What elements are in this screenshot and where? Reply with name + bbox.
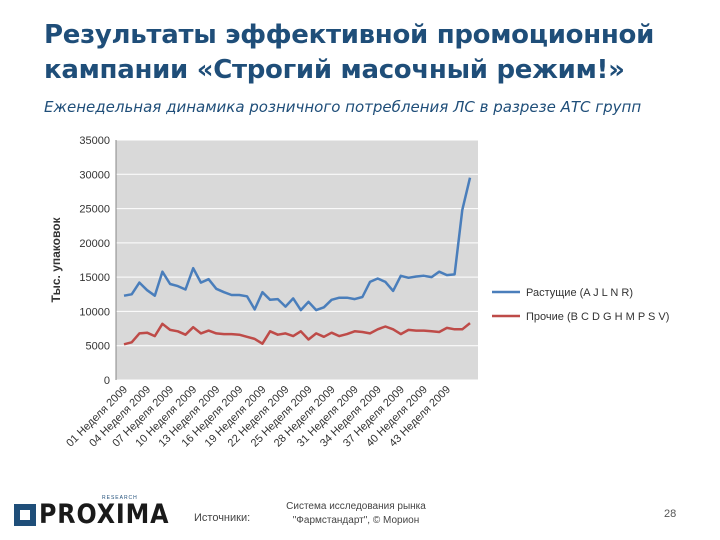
proxima-logo: PROXIMA RESEARCH xyxy=(14,495,169,532)
logo-sup: RESEARCH xyxy=(102,495,138,501)
sources-text: Система исследования рынка "Фармстандарт… xyxy=(286,501,426,526)
y-tick-label: 30000 xyxy=(79,169,110,181)
y-tick-label: 20000 xyxy=(79,238,110,250)
logo-text: PROXIMA xyxy=(39,499,170,530)
plot-area xyxy=(116,140,478,380)
y-axis-label: Тыс. упаковок xyxy=(49,216,63,302)
series-line-1 xyxy=(123,322,471,346)
page-number: 28 xyxy=(664,508,677,520)
footer: PROXIMA RESEARCH Источники: Система иссл… xyxy=(0,490,720,540)
legend-label-1: Прочие (B C D G H M P S V) xyxy=(526,311,669,323)
sources-label: Источники: xyxy=(194,512,251,524)
y-tick-label: 35000 xyxy=(79,135,110,147)
y-tick-label: 5000 xyxy=(86,341,110,353)
y-tick-label: 10000 xyxy=(79,306,110,318)
slide-title: Результаты эффективной промоционной камп… xyxy=(44,20,655,85)
series-line-0 xyxy=(123,177,472,312)
slide-subtitle: Еженедельная динамика розничного потребл… xyxy=(44,98,642,116)
legend-label-0: Растущие (A J L N R) xyxy=(526,287,633,299)
y-tick-label: 15000 xyxy=(79,272,110,284)
line-chart: 0 5000 10000 15000 20000 25000 30000 35000 Тыс. … xyxy=(49,135,669,450)
logo-square-icon xyxy=(14,504,36,526)
y-tick-label: 0 xyxy=(104,375,110,387)
y-tick-label: 25000 xyxy=(79,204,110,216)
chart-frame: 0 5000 10000 15000 20000 25000 30000 35000 Тыс. … xyxy=(36,122,708,480)
